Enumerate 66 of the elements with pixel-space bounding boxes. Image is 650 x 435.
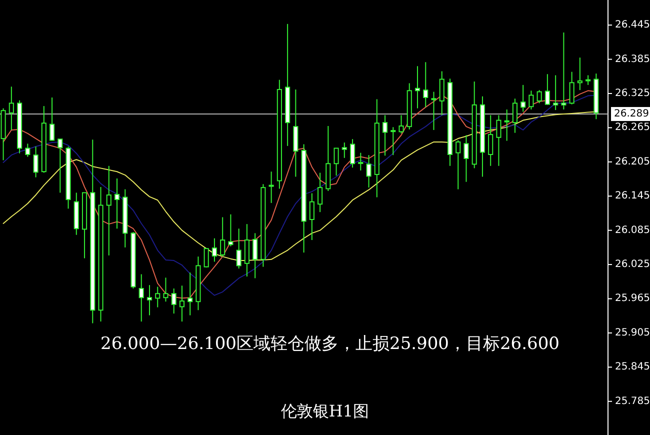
- y-tick-label: 26.205: [615, 156, 650, 168]
- candlestick: [106, 165, 112, 256]
- candlestick: [334, 148, 339, 176]
- candlestick: [553, 74, 558, 111]
- candlestick: [390, 126, 396, 156]
- candlestick: [577, 57, 582, 91]
- candlestick: [528, 90, 534, 110]
- y-tick-label: 26.385: [615, 54, 650, 65]
- candlestick: [544, 74, 550, 106]
- y-tick-label: 26.265: [615, 122, 650, 134]
- text: 伦敦银H1图: [280, 402, 370, 420]
- annotation: 26.000—26.100区域轻仓做多，止损25.900，目标26.600: [100, 334, 560, 354]
- candlestick: [350, 138, 356, 168]
- candlestick: [358, 152, 364, 171]
- candlestick: [439, 70, 444, 116]
- candlestick: [342, 142, 347, 158]
- candlestick: [268, 171, 274, 204]
- y-tick-label: 26.085: [615, 224, 650, 236]
- candlestick: [50, 96, 55, 142]
- candlestick: [244, 224, 250, 278]
- candlestick: [114, 178, 120, 230]
- candlestick: [146, 284, 152, 316]
- candlestick: [488, 114, 494, 166]
- candlestick: [236, 228, 242, 270]
- candlestick: [309, 192, 314, 241]
- candlestick: [456, 140, 461, 190]
- candlestick: [398, 114, 404, 134]
- y-tick-label: 25.965: [615, 293, 650, 304]
- y-tick-label: 26.145: [615, 190, 650, 202]
- candlestick: [25, 143, 30, 158]
- candlestick: [431, 91, 436, 130]
- candlestick: [58, 138, 63, 194]
- candlestick: [423, 62, 428, 108]
- candlestick: [138, 274, 144, 322]
- candlestick: [220, 216, 226, 258]
- ref-line-label: 26.289: [614, 108, 649, 120]
- candlestick: [179, 285, 185, 322]
- candlestick: [382, 114, 388, 156]
- y-tick-label: 26.325: [615, 88, 650, 99]
- candlestick: [8, 86, 14, 130]
- y-tick-label: 25.905: [615, 327, 650, 338]
- candlestick: [586, 74, 591, 86]
- candlestick: [504, 108, 510, 142]
- candlestick: [33, 146, 38, 178]
- candlestick: [163, 277, 168, 302]
- candlestick: [414, 66, 420, 109]
- candlestick: [536, 90, 542, 104]
- candlestick: [366, 154, 372, 188]
- candlestick: [464, 134, 469, 182]
- candlestick: [512, 98, 518, 134]
- y-tick-label: 26.025: [615, 259, 650, 270]
- y-tick-label: 25.845: [615, 362, 650, 373]
- candlestick: [318, 172, 323, 213]
- candlestick: [496, 114, 502, 166]
- candlestick: [252, 232, 258, 279]
- y-tick-label: 26.445: [615, 20, 650, 31]
- candlestick: [228, 214, 234, 247]
- candlestick: [188, 272, 193, 316]
- candlestick: [204, 248, 209, 268]
- candlestick: [569, 71, 574, 105]
- y-tick-label: 25.785: [615, 396, 650, 407]
- candlestick: [561, 32, 566, 110]
- candlestick: [155, 286, 160, 308]
- candlestick: [520, 84, 526, 112]
- candlestick: [171, 288, 176, 314]
- candlestick: [212, 238, 217, 262]
